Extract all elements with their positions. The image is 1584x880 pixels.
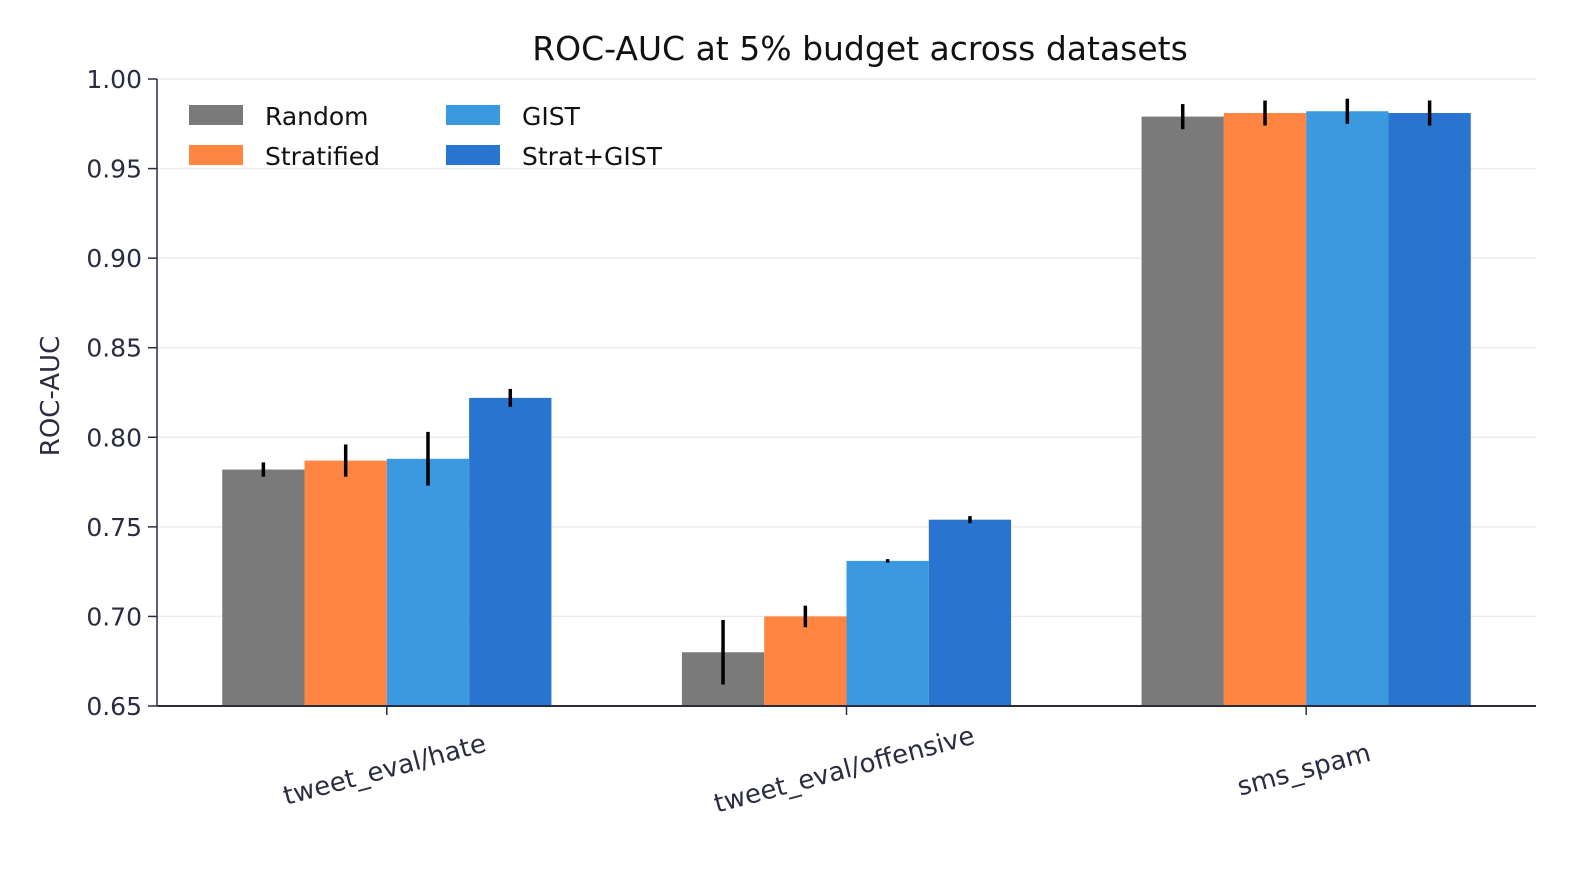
y-tick-label: 0.85 — [86, 334, 142, 363]
legend-label: Random — [265, 102, 369, 131]
x-tick-label: tweet_eval/offensive — [711, 721, 978, 819]
legend-swatch — [189, 105, 243, 125]
bar — [928, 519, 1012, 706]
y-tick-label: 1.00 — [86, 65, 142, 94]
bars — [222, 111, 1471, 707]
y-axis-label: ROC-AUC — [36, 336, 66, 456]
bar — [764, 616, 847, 706]
bar — [469, 397, 552, 706]
bar — [222, 469, 305, 706]
x-tick-label: tweet_eval/hate — [280, 729, 489, 812]
y-tick-label: 0.70 — [86, 602, 142, 631]
y-tick-label: 0.90 — [86, 244, 142, 273]
chart-title: ROC-AUC at 5% budget across datasets — [532, 29, 1188, 68]
legend-swatch — [446, 105, 500, 125]
y-tick-label: 0.65 — [86, 692, 142, 721]
legend-swatch — [446, 145, 500, 165]
legend-label: Stratified — [265, 142, 380, 171]
bar — [304, 460, 387, 706]
y-tick-label: 0.95 — [86, 155, 142, 184]
error-bars — [261, 98, 1432, 685]
bar — [1306, 111, 1389, 706]
y-tick-label: 0.75 — [86, 513, 142, 542]
bar — [1223, 113, 1307, 707]
bar — [1141, 116, 1224, 707]
legend-swatch — [189, 145, 243, 165]
legend-label: GIST — [522, 102, 581, 131]
legend: Random Stratified GIST Strat+GIST — [189, 102, 663, 171]
bar — [1388, 113, 1471, 707]
y-tick-label: 0.80 — [86, 423, 142, 452]
bar — [846, 560, 929, 706]
legend-label: Strat+GIST — [522, 142, 663, 171]
x-tick-label: sms_spam — [1234, 738, 1374, 802]
bar — [386, 458, 470, 706]
